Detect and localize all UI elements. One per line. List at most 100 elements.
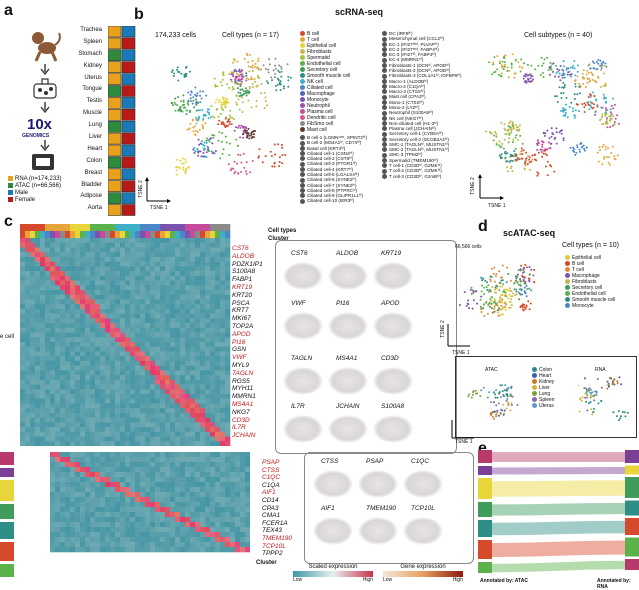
heatmap-cell [95, 261, 101, 267]
heatmap-cell [215, 487, 221, 493]
tissue-cell [121, 192, 136, 204]
cell-point [597, 58, 600, 61]
heatmap-cell [55, 360, 61, 366]
heatmap-cell [70, 398, 76, 404]
heatmap-cell [145, 247, 151, 253]
cell-point [522, 309, 525, 312]
cell-point [250, 137, 253, 139]
heatmap-cell [75, 365, 81, 371]
heatmap-cell [155, 332, 161, 338]
heatmap-cell [220, 242, 226, 248]
feature-plot-title: C1QC [411, 458, 430, 465]
sankey-node-rna [625, 518, 639, 535]
cell-point [504, 150, 507, 153]
heatmap-cell [105, 403, 111, 409]
cell-point [602, 93, 605, 96]
heatmap-cell [60, 472, 66, 478]
cell-point [573, 80, 576, 83]
atac-tsne1: TSNE 1 [452, 350, 470, 356]
cell-point [260, 68, 262, 71]
heatmap-cell [195, 477, 201, 483]
heatmap-cell [180, 417, 186, 423]
heatmap-cell [205, 285, 211, 291]
heatmap-cell [90, 290, 96, 296]
cell-point [245, 94, 248, 97]
heatmap-cell [80, 356, 86, 362]
heatmap-cell [50, 462, 56, 468]
heatmap-cell [95, 431, 101, 437]
cell-point [493, 56, 496, 59]
cell-point [507, 141, 510, 144]
cell-point [487, 304, 490, 307]
cell-point [574, 82, 577, 85]
cell-point [592, 91, 594, 94]
heatmap-cell [45, 337, 51, 343]
heatmap-cell [60, 487, 66, 493]
heatmap-cell [100, 522, 106, 528]
heatmap-cell [25, 427, 31, 433]
cell-point [588, 402, 590, 405]
heatmap-cell [150, 261, 156, 267]
legend-item: Neutrophil [300, 103, 350, 109]
cell-point [250, 106, 253, 109]
sequencer-icon [32, 154, 54, 170]
heatmap-cell [170, 477, 176, 483]
cluster-bar [55, 231, 61, 238]
legend-dot [532, 367, 537, 373]
cell-point [274, 73, 277, 75]
heatmap-cell [200, 436, 206, 442]
heatmap-cell [140, 261, 146, 267]
cell-point [578, 410, 581, 413]
cell-point [251, 82, 254, 85]
heatmap-cell [60, 375, 66, 381]
cell-point [179, 159, 182, 162]
heatmap-cell [140, 247, 146, 253]
heatmap-cell [210, 542, 216, 548]
cell-point [201, 108, 204, 111]
sankey-flow [491, 540, 626, 557]
heatmap-cell [70, 271, 76, 277]
heatmap-cell [95, 462, 101, 468]
heatmap-cell [200, 294, 206, 300]
cell-point [177, 109, 180, 112]
tissue-label: Breast [84, 169, 102, 176]
cell-point [548, 137, 551, 140]
heatmap-cell [150, 323, 156, 329]
heatmap-cell [130, 308, 136, 314]
cell-point [516, 126, 519, 128]
atac-cell-types-title: Cell types (n = 10) [562, 242, 619, 249]
cell-point [176, 158, 178, 161]
heatmap-cell [225, 427, 231, 433]
heatmap-cell [210, 457, 216, 463]
cell-point [613, 378, 616, 381]
cell-point [590, 71, 593, 74]
heatmap-cell [45, 417, 51, 423]
heatmap-cell [165, 323, 171, 329]
heatmap-cell [190, 408, 196, 414]
heatmap-cell [45, 271, 51, 277]
heatmap-cell [30, 261, 36, 267]
heatmap-cell [120, 477, 126, 483]
heatmap-cell [55, 517, 61, 523]
heatmap-cell [240, 452, 246, 458]
cell-point [576, 146, 579, 149]
heatmap-cell [125, 379, 131, 385]
heatmap-cell [190, 294, 196, 300]
heatmap-cell [50, 238, 56, 244]
tsne1-label: TSNE 1 [150, 205, 168, 211]
feature-plot-title: ALDOB [336, 250, 359, 257]
arrow-down-icon [40, 102, 50, 114]
cell-point [232, 61, 234, 64]
heatmap-cell [165, 379, 171, 385]
heatmap-cell [165, 360, 171, 366]
heatmap-cell [170, 467, 176, 473]
heatmap-cell [165, 497, 171, 503]
cell-point [559, 79, 562, 82]
heatmap-cell [130, 342, 136, 348]
tissue-label: Testis [86, 98, 102, 105]
heatmap-cell [150, 427, 156, 433]
heatmap-cell [165, 275, 171, 281]
heatmap-cell [220, 299, 226, 305]
heatmap-cell [75, 318, 81, 324]
heatmap-cell [170, 497, 176, 503]
